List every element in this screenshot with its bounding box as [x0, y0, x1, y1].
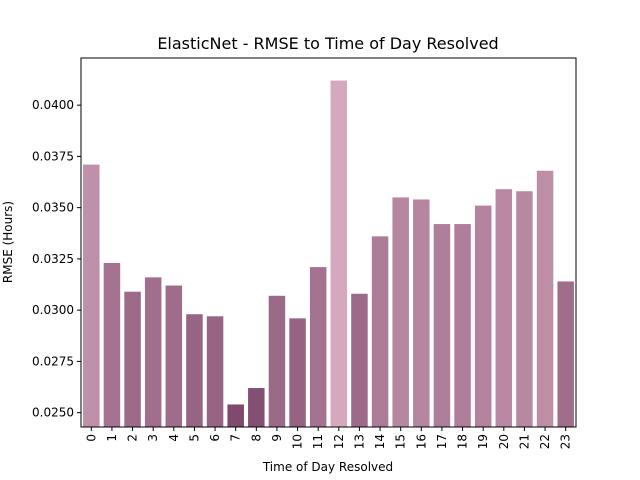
bar-6 — [206, 316, 224, 427]
x-tick-label-20: 20 — [497, 434, 511, 449]
bar-20 — [495, 189, 513, 427]
bar-22 — [536, 170, 554, 427]
x-tick-label-2: 2 — [126, 434, 140, 442]
bar-8 — [248, 388, 265, 427]
chart-title: ElasticNet - RMSE to Time of Day Resolve… — [157, 34, 498, 53]
x-tick-label-5: 5 — [187, 434, 201, 442]
bar-23 — [557, 281, 574, 427]
bar-3 — [144, 277, 162, 427]
x-tick-label-16: 16 — [414, 434, 428, 449]
bar-0 — [83, 164, 100, 427]
y-tick-label-0.0375: 0.0375 — [32, 149, 74, 163]
y-tick-label-0.0275: 0.0275 — [32, 354, 74, 368]
bar-11 — [309, 267, 327, 427]
x-tick-label-12: 12 — [332, 434, 346, 449]
x-axis-label: Time of Day Resolved — [262, 460, 393, 474]
y-tick-label-0.0300: 0.0300 — [32, 303, 74, 317]
x-tick-label-7: 7 — [229, 434, 243, 442]
y-tick-label-0.0325: 0.0325 — [32, 252, 74, 266]
x-tick-label-8: 8 — [249, 434, 263, 442]
x-tick-label-1: 1 — [105, 434, 119, 442]
bar-18 — [454, 224, 471, 427]
x-tick-label-14: 14 — [373, 434, 387, 449]
x-tick-label-9: 9 — [270, 434, 284, 442]
y-tick-label-0.0400: 0.0400 — [32, 98, 74, 112]
x-tick-label-18: 18 — [456, 434, 470, 449]
bar-13 — [351, 293, 368, 427]
y-axis: 0.0250 0.0275 0.0300 0.0325 0.0350 0.0375 0.04… — [32, 98, 81, 420]
bar-19 — [474, 205, 492, 427]
bar-10 — [289, 318, 306, 427]
x-tick-label-23: 23 — [559, 434, 573, 449]
x-tick-label-0: 0 — [84, 434, 98, 442]
bar-1 — [103, 263, 121, 427]
x-tick-label-13: 13 — [352, 434, 366, 449]
bar-12 — [330, 80, 348, 428]
x-tick-label-17: 17 — [435, 434, 449, 449]
bar-15 — [392, 197, 409, 427]
y-tick-label-0.0250: 0.0250 — [32, 406, 74, 420]
plot-frame — [80, 57, 577, 428]
bar-17 — [433, 224, 451, 427]
x-axis: 0 1 2 3 4 5 6 7 8 9 10 11 12 13 14 15 16 17 18 19 20 21 22 23 — [84, 427, 573, 449]
x-tick-label-15: 15 — [394, 434, 408, 449]
bar-2 — [124, 291, 141, 427]
x-tick-label-22: 22 — [538, 434, 552, 449]
bar-21 — [516, 191, 533, 427]
bar-5 — [186, 314, 203, 427]
x-tick-label-3: 3 — [146, 434, 160, 442]
x-tick-label-19: 19 — [476, 434, 490, 449]
x-tick-label-4: 4 — [167, 434, 181, 442]
bar-9 — [268, 295, 286, 427]
bars — [83, 80, 574, 428]
x-tick-label-11: 11 — [311, 434, 325, 449]
x-tick-label-6: 6 — [208, 434, 222, 442]
x-tick-label-10: 10 — [291, 434, 305, 449]
bar-16 — [413, 199, 430, 427]
bar-7 — [227, 404, 244, 427]
bar-14 — [371, 236, 389, 427]
bar-4 — [165, 285, 183, 427]
x-tick-label-21: 21 — [517, 434, 531, 449]
y-tick-label-0.0350: 0.0350 — [32, 201, 74, 215]
y-axis-label: RMSE (Hours) — [1, 201, 15, 283]
